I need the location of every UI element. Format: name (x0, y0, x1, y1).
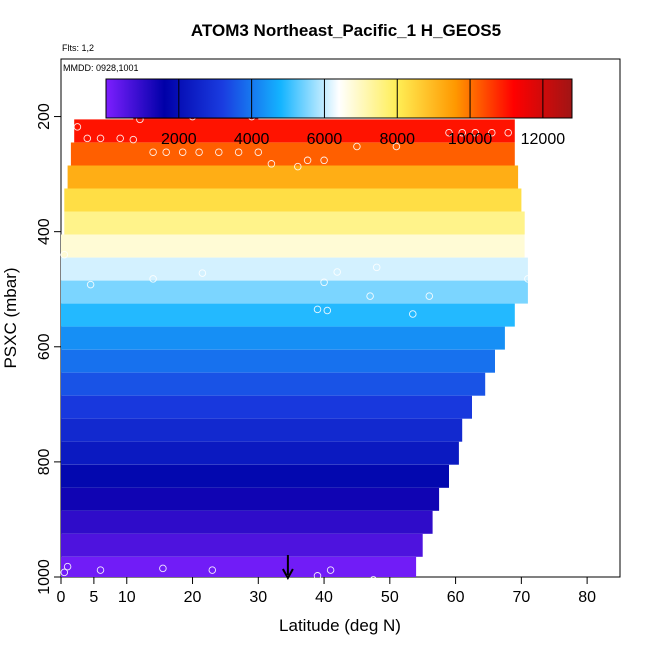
observation-point-29 (333, 268, 341, 276)
heatmap-band-4 (67, 165, 519, 189)
heatmap-band-13 (61, 372, 486, 396)
heatmap-band-10 (61, 303, 515, 327)
y-tick-label-600: 600 (36, 333, 53, 360)
x-tick-label-80: 80 (578, 589, 596, 606)
heatmap-band-12 (61, 349, 495, 373)
observation-point-16 (162, 148, 170, 156)
x-tick-label-30: 30 (249, 589, 267, 606)
heatmap-band-11 (61, 326, 505, 350)
observation-point-42 (96, 566, 105, 574)
observation-point-8 (116, 134, 124, 143)
observation-point-25 (294, 162, 302, 171)
observation-point-23 (392, 142, 401, 151)
heatmap-band-18 (61, 487, 440, 511)
heatmap-band-9 (61, 280, 528, 304)
heatmap-band-16 (61, 441, 459, 465)
colorbar-tick-label-4000: 4000 (234, 131, 270, 148)
x-tick-label-50: 50 (381, 589, 399, 606)
observation-point-28 (60, 250, 69, 259)
y-tick-label-200: 200 (36, 103, 53, 130)
heatmap-band-3 (70, 142, 515, 166)
observation-point-21 (254, 148, 263, 156)
observation-point-19 (215, 148, 223, 156)
x-tick-label-5: 5 (89, 589, 98, 606)
observation-point-37 (425, 292, 434, 300)
x-tick-label-0: 0 (57, 589, 66, 606)
observation-point-11 (458, 128, 466, 137)
observation-point-48 (369, 576, 378, 584)
observation-point-41 (63, 562, 72, 571)
observation-point-44 (208, 566, 217, 574)
heatmap-band-20 (61, 533, 423, 557)
latitude-marker (282, 555, 294, 581)
observation-point-32 (86, 280, 95, 289)
observation-point-15 (149, 148, 157, 156)
observation-point-5 (73, 123, 82, 131)
observation-point-38 (313, 305, 322, 314)
observation-point-34 (320, 278, 328, 287)
observation-point-43 (159, 564, 167, 573)
colorbar-tick-label-2000: 2000 (161, 131, 197, 148)
observation-point-9 (129, 135, 138, 144)
heatmap-band-19 (61, 510, 433, 534)
heatmap-band-14 (61, 395, 472, 419)
observation-point-13 (488, 128, 496, 137)
heatmap-band-15 (61, 418, 463, 442)
x-tick-label-20: 20 (184, 589, 202, 606)
observation-point-7 (96, 134, 105, 143)
y-axis: 200 400 600 800 1000 (36, 103, 61, 595)
x-tick-label-70: 70 (512, 589, 530, 606)
observation-point-12 (471, 128, 480, 137)
observation-point-22 (353, 142, 361, 151)
chart-title: ATOM3 Northeast_Pacific_1 H_GEOS5 (191, 21, 501, 40)
heatmap-band-7 (61, 234, 525, 258)
observation-point-40 (409, 310, 417, 318)
observation-point-31 (198, 269, 207, 277)
observation-point-24 (267, 160, 276, 168)
dates-label: MMDD: 0928,1001 (63, 63, 139, 73)
observation-point-18 (195, 148, 203, 156)
observation-point-10 (445, 128, 453, 137)
observation-point-26 (303, 156, 312, 165)
x-tick-label-10: 10 (118, 589, 136, 606)
y-tick-label-400: 400 (36, 218, 53, 245)
colorbar-tick-label-10000: 10000 (448, 131, 493, 148)
observation-point-17 (178, 148, 187, 156)
flights-label: Flts: 1,2 (62, 43, 94, 53)
observation-point-36 (366, 292, 374, 300)
observation-point-27 (320, 156, 328, 165)
observation-point-46 (313, 572, 322, 580)
observation-point-39 (323, 306, 332, 315)
observation-point-20 (234, 148, 243, 156)
observation-point-35 (524, 275, 532, 283)
observation-point-47 (326, 566, 335, 574)
heatmap-band-8 (61, 257, 528, 281)
colorbar: 2000 4000 6000 8000 10000 12000 (105, 78, 573, 148)
heatmap-band-21 (61, 556, 417, 577)
observation-point-6 (83, 134, 92, 143)
colorbar-tick-label-12000: 12000 (521, 131, 566, 148)
x-axis: 0 5 10 20 30 40 50 60 70 80 (57, 577, 596, 606)
observation-point-14 (504, 128, 512, 137)
heatmap-band-17 (61, 464, 449, 488)
observation-point-33 (149, 275, 157, 283)
y-tick-label-800: 800 (36, 448, 53, 475)
colorbar-tick-label-8000: 8000 (379, 131, 415, 148)
y-tick-label-1000: 1000 (36, 559, 53, 595)
heatmap-band-5 (64, 188, 522, 212)
y-axis-label: PSXC (mbar) (1, 267, 20, 368)
observation-point-45 (60, 568, 69, 577)
heatmap-band-6 (64, 211, 525, 235)
x-tick-label-60: 60 (447, 589, 465, 606)
heatmap-bands (61, 99, 528, 577)
colorbar-tick-label-6000: 6000 (307, 131, 343, 148)
x-tick-label-40: 40 (315, 589, 333, 606)
colorbar-gradient (105, 78, 573, 119)
heatmap-band-2 (74, 119, 515, 143)
observation-point-30 (372, 263, 381, 272)
x-axis-label: Latitude (deg N) (279, 616, 401, 635)
marker-arrow-head (282, 568, 294, 581)
